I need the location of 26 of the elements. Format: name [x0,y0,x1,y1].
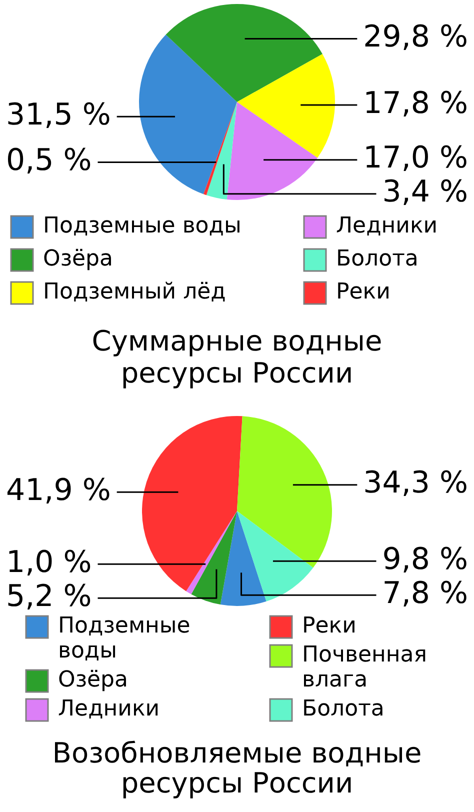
legend-label: Озёра [43,246,113,272]
data-label: 7,8 % [382,576,468,611]
data-label: 0,5 % [6,142,92,178]
data-label: 17,8 % [363,86,468,121]
text: Возобновляемые водные ресурсы России [52,736,422,800]
data-label: 41,9 % [6,472,111,508]
legend-label: Болота [302,696,384,722]
data-label: 29,8 % [363,20,468,55]
legend-label: Подземный лёд [43,280,226,305]
data-label: 34,3 % [363,466,468,501]
legend-label: Ледники [58,696,160,722]
legend-label: Озёра [58,668,128,693]
data-label: 3,4 % [382,174,468,210]
legend-label: Почвенная влага [302,642,427,693]
legend-label: Подземные воды [43,214,242,239]
data-label: 9,8 % [382,542,468,577]
data-label: 5,2 % [6,578,92,614]
legend-label: Болота [336,246,418,272]
legend-label: Реки [302,614,356,639]
legend-label: Ледники [336,214,438,239]
data-label: 17,0 % [363,140,468,176]
legend-label: Подземные воды [58,614,190,664]
data-label: 1,0 % [6,544,92,580]
text: Суммарные водные ресурсы России [92,324,382,390]
data-label: 31,5 % [6,97,111,132]
legend-label: Реки [336,280,390,305]
